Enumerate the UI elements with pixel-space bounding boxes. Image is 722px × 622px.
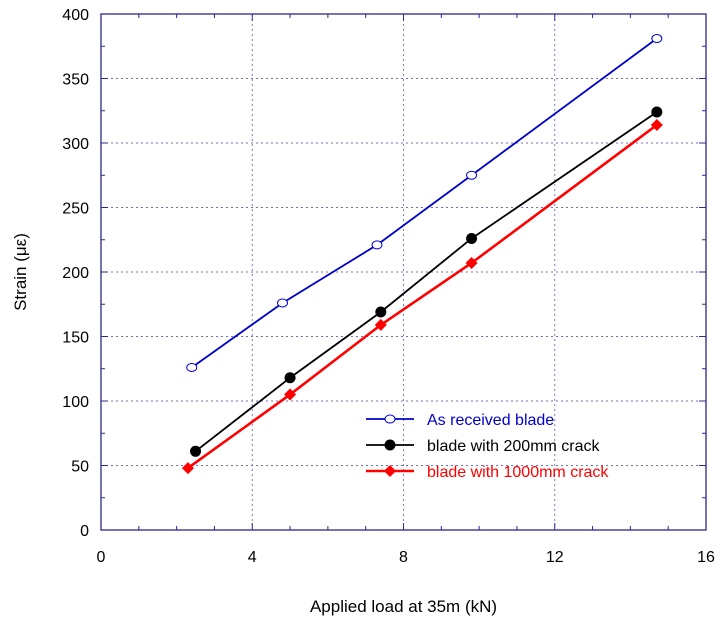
data-point bbox=[190, 445, 202, 457]
x-axis-label: Applied load at 35m (kN) bbox=[310, 597, 497, 616]
series-layer bbox=[181, 34, 663, 475]
legend: As received blade blade with 200mm crack b… bbox=[366, 412, 609, 481]
axis-ticks bbox=[100, 13, 707, 531]
legend-label: blade with 1000mm crack bbox=[427, 464, 609, 481]
series-2 bbox=[190, 106, 663, 457]
y-tick-label: 50 bbox=[71, 459, 89, 476]
data-point bbox=[374, 318, 387, 331]
data-point bbox=[651, 106, 663, 118]
legend-label: As received blade bbox=[427, 412, 554, 429]
data-point bbox=[371, 240, 383, 250]
x-tick-label: 12 bbox=[546, 549, 564, 566]
data-point bbox=[650, 118, 663, 131]
legend-label: blade with 200mm crack bbox=[427, 438, 601, 455]
y-tick-label: 250 bbox=[62, 201, 89, 218]
y-tick-label: 400 bbox=[62, 7, 89, 24]
data-point bbox=[651, 34, 663, 44]
x-axis-tick-labels: 0 4 8 12 16 bbox=[97, 549, 715, 566]
x-tick-label: 0 bbox=[97, 549, 106, 566]
data-point bbox=[466, 170, 478, 180]
x-tick-label: 4 bbox=[248, 549, 257, 566]
x-tick-label: 16 bbox=[697, 549, 715, 566]
series-line bbox=[187, 123, 658, 470]
legend-marker bbox=[384, 439, 396, 451]
legend-marker bbox=[384, 465, 396, 477]
y-axis-tick-labels: 0 50 100 150 200 250 300 350 400 bbox=[62, 7, 89, 540]
series-1 bbox=[186, 34, 663, 372]
y-tick-label: 200 bbox=[62, 265, 89, 282]
data-point bbox=[284, 388, 297, 401]
y-tick-label: 100 bbox=[62, 394, 89, 411]
data-point bbox=[186, 362, 198, 372]
y-tick-label: 350 bbox=[62, 72, 89, 89]
legend-marker bbox=[384, 414, 396, 424]
data-point bbox=[466, 232, 478, 244]
y-axis-label: Strain (με) bbox=[11, 233, 30, 311]
data-point bbox=[277, 298, 288, 308]
data-point bbox=[284, 372, 296, 384]
data-point bbox=[181, 462, 194, 475]
grid-lines bbox=[101, 14, 706, 530]
series-line bbox=[194, 111, 658, 453]
x-tick-label: 8 bbox=[399, 549, 408, 566]
y-tick-label: 0 bbox=[80, 523, 89, 540]
data-point bbox=[465, 256, 478, 269]
y-tick-label: 300 bbox=[62, 136, 89, 153]
y-tick-label: 150 bbox=[62, 330, 89, 347]
series-3 bbox=[181, 118, 663, 475]
series-line bbox=[191, 37, 658, 369]
data-point bbox=[375, 306, 387, 318]
